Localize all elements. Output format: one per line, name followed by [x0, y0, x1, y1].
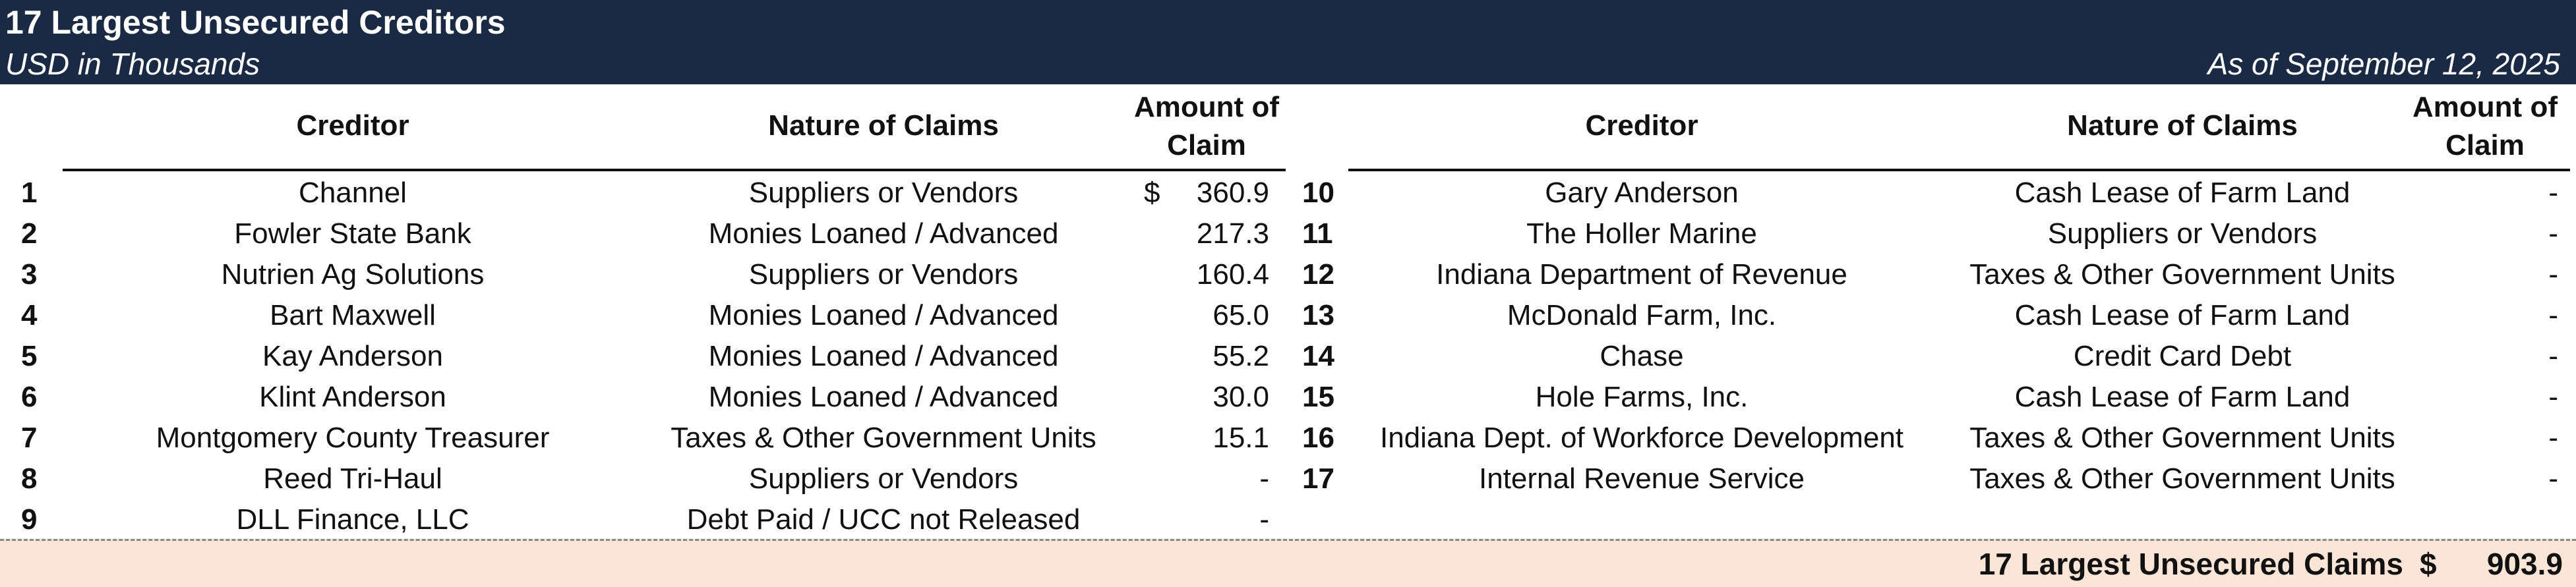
- row-number: 7: [21, 422, 38, 454]
- claim-amount: -: [2548, 381, 2558, 413]
- left-header-rule: [63, 169, 1286, 171]
- creditor-name: Bart Maxwell: [270, 299, 436, 331]
- total-amount: 903.9: [2486, 547, 2563, 581]
- claim-amount: -: [1259, 462, 1269, 495]
- creditor-name: Nutrien Ag Solutions: [221, 258, 485, 291]
- total-row: 17 Largest Unsecured Claims $ 903.9: [0, 539, 2576, 587]
- right-amount-header-line2: Claim: [2445, 129, 2525, 161]
- claim-nature: Monies Loaned / Advanced: [708, 340, 1059, 372]
- right-header-rule: [1348, 169, 2570, 171]
- row-number: 8: [21, 462, 38, 495]
- creditor-name: Gary Anderson: [1545, 177, 1739, 209]
- creditor-name: Indiana Dept. of Workforce Development: [1379, 422, 1904, 454]
- report-title: 17 Largest Unsecured Creditors: [5, 4, 506, 41]
- row-number: 10: [1302, 177, 1334, 209]
- row-number: 12: [1302, 258, 1334, 291]
- row-number: 5: [21, 340, 38, 372]
- creditor-name: Fowler State Bank: [234, 217, 471, 250]
- claim-nature: Taxes & Other Government Units: [671, 422, 1096, 454]
- creditor-name: Indiana Department of Revenue: [1436, 258, 1847, 291]
- claim-nature: Cash Lease of Farm Land: [2014, 299, 2351, 331]
- row-number: 2: [21, 217, 38, 250]
- row-number: 14: [1302, 340, 1334, 372]
- right-amount-header-line1: Amount of: [2412, 91, 2558, 123]
- creditor-name: Channel: [299, 177, 407, 209]
- row-number: 13: [1302, 299, 1334, 331]
- left-creditor-header: Creditor: [296, 109, 409, 142]
- creditor-name: Internal Revenue Service: [1478, 462, 1805, 495]
- creditor-name: Montgomery County Treasurer: [156, 422, 550, 454]
- row-number: 1: [21, 177, 38, 209]
- claim-nature: Suppliers or Vendors: [2047, 217, 2318, 250]
- units-note: USD in Thousands: [5, 47, 260, 81]
- report-header: 17 Largest Unsecured Creditors USD in Th…: [0, 0, 2576, 84]
- claim-nature: Credit Card Debt: [2073, 340, 2292, 372]
- creditor-name: Reed Tri-Haul: [263, 462, 442, 495]
- left-amount-header-line2: Claim: [1167, 129, 1246, 161]
- claim-amount: -: [2548, 422, 2558, 454]
- row-number: 6: [21, 381, 38, 413]
- claim-amount: -: [2548, 462, 2558, 495]
- row-number: 11: [1302, 217, 1333, 250]
- claim-nature: Monies Loaned / Advanced: [708, 217, 1059, 250]
- total-label: 17 Largest Unsecured Claims: [1978, 547, 2403, 581]
- creditor-name: The Holler Marine: [1526, 217, 1757, 250]
- creditor-name: Chase: [1600, 340, 1684, 372]
- claim-amount: 360.9: [1196, 177, 1269, 209]
- claim-amount: -: [1259, 503, 1269, 536]
- left-amount-header-line1: Amount of: [1134, 91, 1279, 123]
- claim-nature: Suppliers or Vendors: [748, 462, 1019, 495]
- claim-nature: Taxes & Other Government Units: [1969, 462, 2395, 495]
- claim-amount: -: [2548, 299, 2558, 331]
- claim-nature: Cash Lease of Farm Land: [2014, 177, 2351, 209]
- claim-amount: 217.3: [1196, 217, 1269, 250]
- row-number: 15: [1302, 381, 1334, 413]
- creditor-name: DLL Finance, LLC: [236, 503, 469, 536]
- row-number: 16: [1302, 422, 1334, 454]
- claim-nature: Taxes & Other Government Units: [1969, 258, 2395, 291]
- creditor-name: Klint Anderson: [259, 381, 446, 413]
- right-nature-header: Nature of Claims: [2067, 109, 2298, 142]
- creditor-name: Hole Farms, Inc.: [1535, 381, 1749, 413]
- creditor-name: Kay Anderson: [262, 340, 443, 372]
- claim-amount: -: [2548, 340, 2558, 372]
- row-number: 9: [21, 503, 38, 536]
- row-number: 3: [21, 258, 38, 291]
- claim-nature: Suppliers or Vendors: [748, 258, 1019, 291]
- total-currency-symbol: $: [2420, 547, 2437, 581]
- claim-amount: 65.0: [1213, 299, 1269, 331]
- claim-amount: -: [2548, 177, 2558, 209]
- claim-nature: Cash Lease of Farm Land: [2014, 381, 2351, 413]
- as-of-date: As of September 12, 2025: [2207, 47, 2560, 81]
- right-creditor-header: Creditor: [1585, 109, 1698, 142]
- currency-symbol: $: [1144, 177, 1160, 209]
- claim-nature: Debt Paid / UCC not Released: [686, 503, 1081, 536]
- left-nature-header: Nature of Claims: [768, 109, 999, 142]
- creditor-name: McDonald Farm, Inc.: [1507, 299, 1777, 331]
- claim-amount: 30.0: [1213, 381, 1269, 413]
- claim-amount: -: [2548, 258, 2558, 291]
- claim-amount: 55.2: [1213, 340, 1269, 372]
- row-number: 17: [1302, 462, 1334, 495]
- claim-amount: 160.4: [1196, 258, 1269, 291]
- claim-nature: Suppliers or Vendors: [748, 177, 1019, 209]
- claim-nature: Monies Loaned / Advanced: [708, 381, 1059, 413]
- claim-nature: Taxes & Other Government Units: [1969, 422, 2395, 454]
- row-number: 4: [21, 299, 38, 331]
- claim-nature: Monies Loaned / Advanced: [708, 299, 1059, 331]
- claim-amount: -: [2548, 217, 2558, 250]
- claim-amount: 15.1: [1213, 422, 1269, 454]
